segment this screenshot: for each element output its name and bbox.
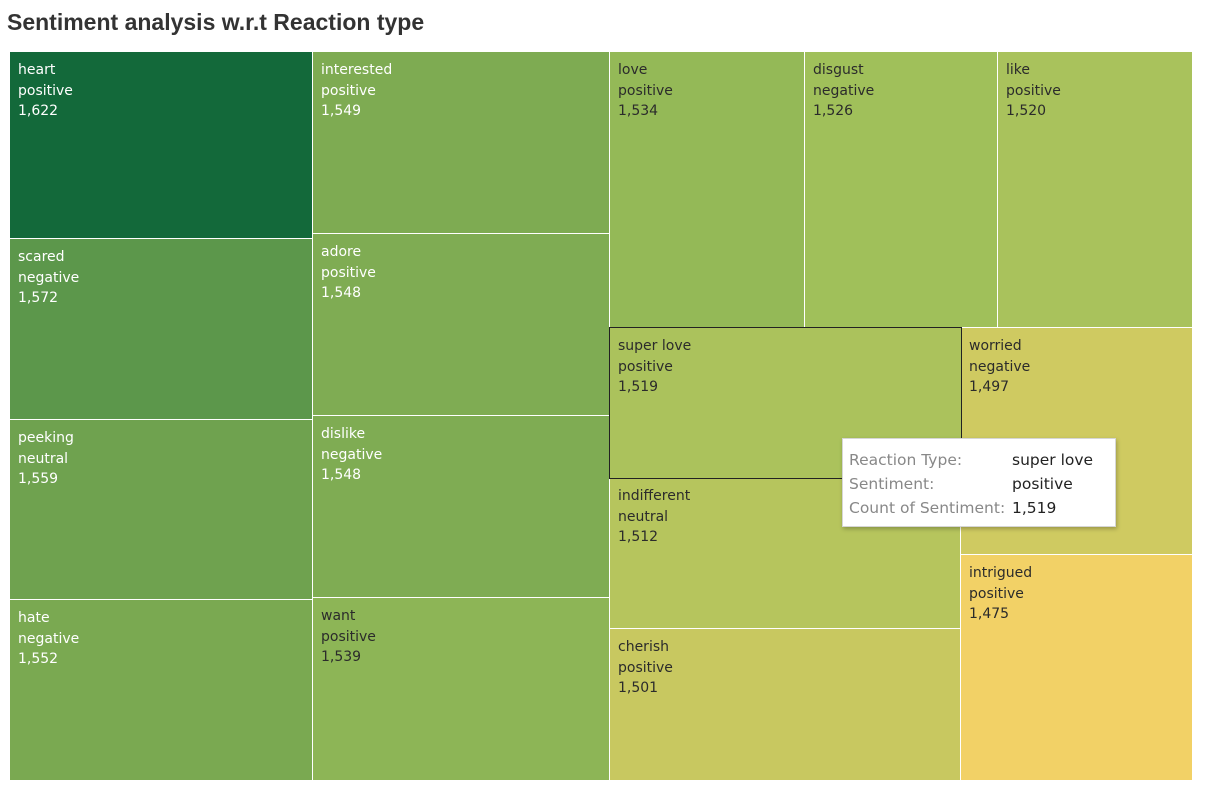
treemap-cell-love[interactable]: love positive 1,534 (609, 51, 806, 329)
cell-count-label: 1,539 (321, 649, 362, 665)
chart-title: Sentiment analysis w.r.t Reaction type (7, 9, 425, 35)
tooltip-value: 1,519 (1012, 499, 1057, 517)
cell-sentiment-label: negative (969, 358, 1031, 375)
treemap-cell-intrigued[interactable]: intrigued positive 1,475 (960, 554, 1193, 781)
cell-count-label: 1,548 (321, 467, 362, 483)
cell-reaction-label: intrigued (969, 565, 1033, 581)
cell-reaction-label: adore (321, 244, 362, 260)
cell-sentiment-label: negative (321, 446, 383, 463)
tooltip-row-reaction-type: Reaction Type: super love (849, 448, 1109, 472)
cell-count-label: 1,519 (618, 379, 659, 395)
cell-reaction-label: interested (321, 62, 393, 78)
cell-count-label: 1,520 (1006, 103, 1047, 119)
cell-reaction-label: peeking (18, 430, 74, 446)
tooltip-value: positive (1012, 475, 1073, 493)
cell-count-label: 1,475 (969, 606, 1010, 622)
cell-sentiment-label: positive (321, 264, 376, 281)
cell-sentiment-label: negative (18, 630, 80, 647)
cell-reaction-label: super love (618, 338, 692, 354)
treemap-cell-like[interactable]: like positive 1,520 (997, 51, 1193, 329)
tooltip-label: Count of Sentiment: (849, 499, 1006, 517)
cell-reaction-label: hate (18, 610, 50, 626)
tooltip-label: Sentiment: (849, 475, 935, 493)
cell-sentiment-label: positive (18, 82, 73, 99)
treemap-cell-hate[interactable]: hate negative 1,552 (9, 599, 314, 781)
cell-count-label: 1,497 (969, 379, 1010, 395)
cell-sentiment-label: positive (618, 659, 673, 676)
cell-sentiment-label: positive (969, 585, 1024, 602)
cell-count-label: 1,572 (18, 290, 59, 306)
cell-count-label: 1,549 (321, 103, 362, 119)
cell-reaction-label: worried (969, 338, 1022, 354)
cell-count-label: 1,534 (618, 103, 659, 119)
cell-sentiment-label: negative (18, 269, 80, 286)
treemap-chart: heart positive 1,622 scared negative 1,572 pee… (9, 51, 1193, 781)
treemap-cell-scared[interactable]: scared negative 1,572 (9, 238, 314, 421)
treemap-cell-super-love[interactable]: super love positive 1,519 (609, 327, 962, 479)
cell-reaction-label: heart (18, 62, 56, 78)
cell-sentiment-label: positive (321, 82, 376, 99)
cell-count-label: 1,548 (321, 285, 362, 301)
cell-reaction-label: scared (18, 249, 65, 265)
cell-count-label: 1,622 (18, 103, 59, 119)
treemap-cell-want[interactable]: want positive 1,539 (312, 597, 611, 781)
cell-sentiment-label: positive (618, 358, 673, 375)
treemap-cell-dislike[interactable]: dislike negative 1,548 (312, 415, 611, 599)
cell-count-label: 1,526 (813, 103, 854, 119)
cell-reaction-label: cherish (618, 639, 669, 655)
tooltip: Reaction Type: super love Sentiment: posit… (842, 438, 1116, 527)
treemap-cell-adore[interactable]: adore positive 1,548 (312, 233, 611, 417)
cell-sentiment-label: neutral (18, 450, 69, 467)
cell-sentiment-label: neutral (618, 508, 669, 525)
cell-sentiment-label: positive (321, 628, 376, 645)
cell-sentiment-label: negative (813, 82, 875, 99)
tooltip-label: Reaction Type: (849, 451, 963, 469)
cell-count-label: 1,559 (18, 471, 59, 487)
cell-count-label: 1,501 (618, 680, 659, 696)
treemap-cell-interested[interactable]: interested positive 1,549 (312, 51, 611, 235)
cell-reaction-label: disgust (813, 62, 864, 78)
cell-reaction-label: want (321, 608, 356, 624)
cell-count-label: 1,552 (18, 651, 59, 667)
cell-reaction-label: indifferent (618, 488, 691, 504)
cell-count-label: 1,512 (618, 529, 659, 545)
treemap-cell-heart[interactable]: heart positive 1,622 (9, 51, 314, 240)
treemap-cell-peeking[interactable]: peeking neutral 1,559 (9, 419, 314, 601)
cell-reaction-label: like (1006, 62, 1031, 78)
treemap-cell-cherish[interactable]: cherish positive 1,501 (609, 628, 962, 781)
cell-reaction-label: dislike (321, 426, 366, 442)
treemap-cell-disgust[interactable]: disgust negative 1,526 (804, 51, 999, 329)
cell-sentiment-label: positive (618, 82, 673, 99)
tooltip-row-sentiment: Sentiment: positive (849, 472, 1109, 496)
cell-reaction-label: love (618, 62, 648, 78)
cell-sentiment-label: positive (1006, 82, 1061, 99)
tooltip-row-count: Count of Sentiment: 1,519 (849, 496, 1109, 520)
tooltip-value: super love (1012, 451, 1094, 469)
